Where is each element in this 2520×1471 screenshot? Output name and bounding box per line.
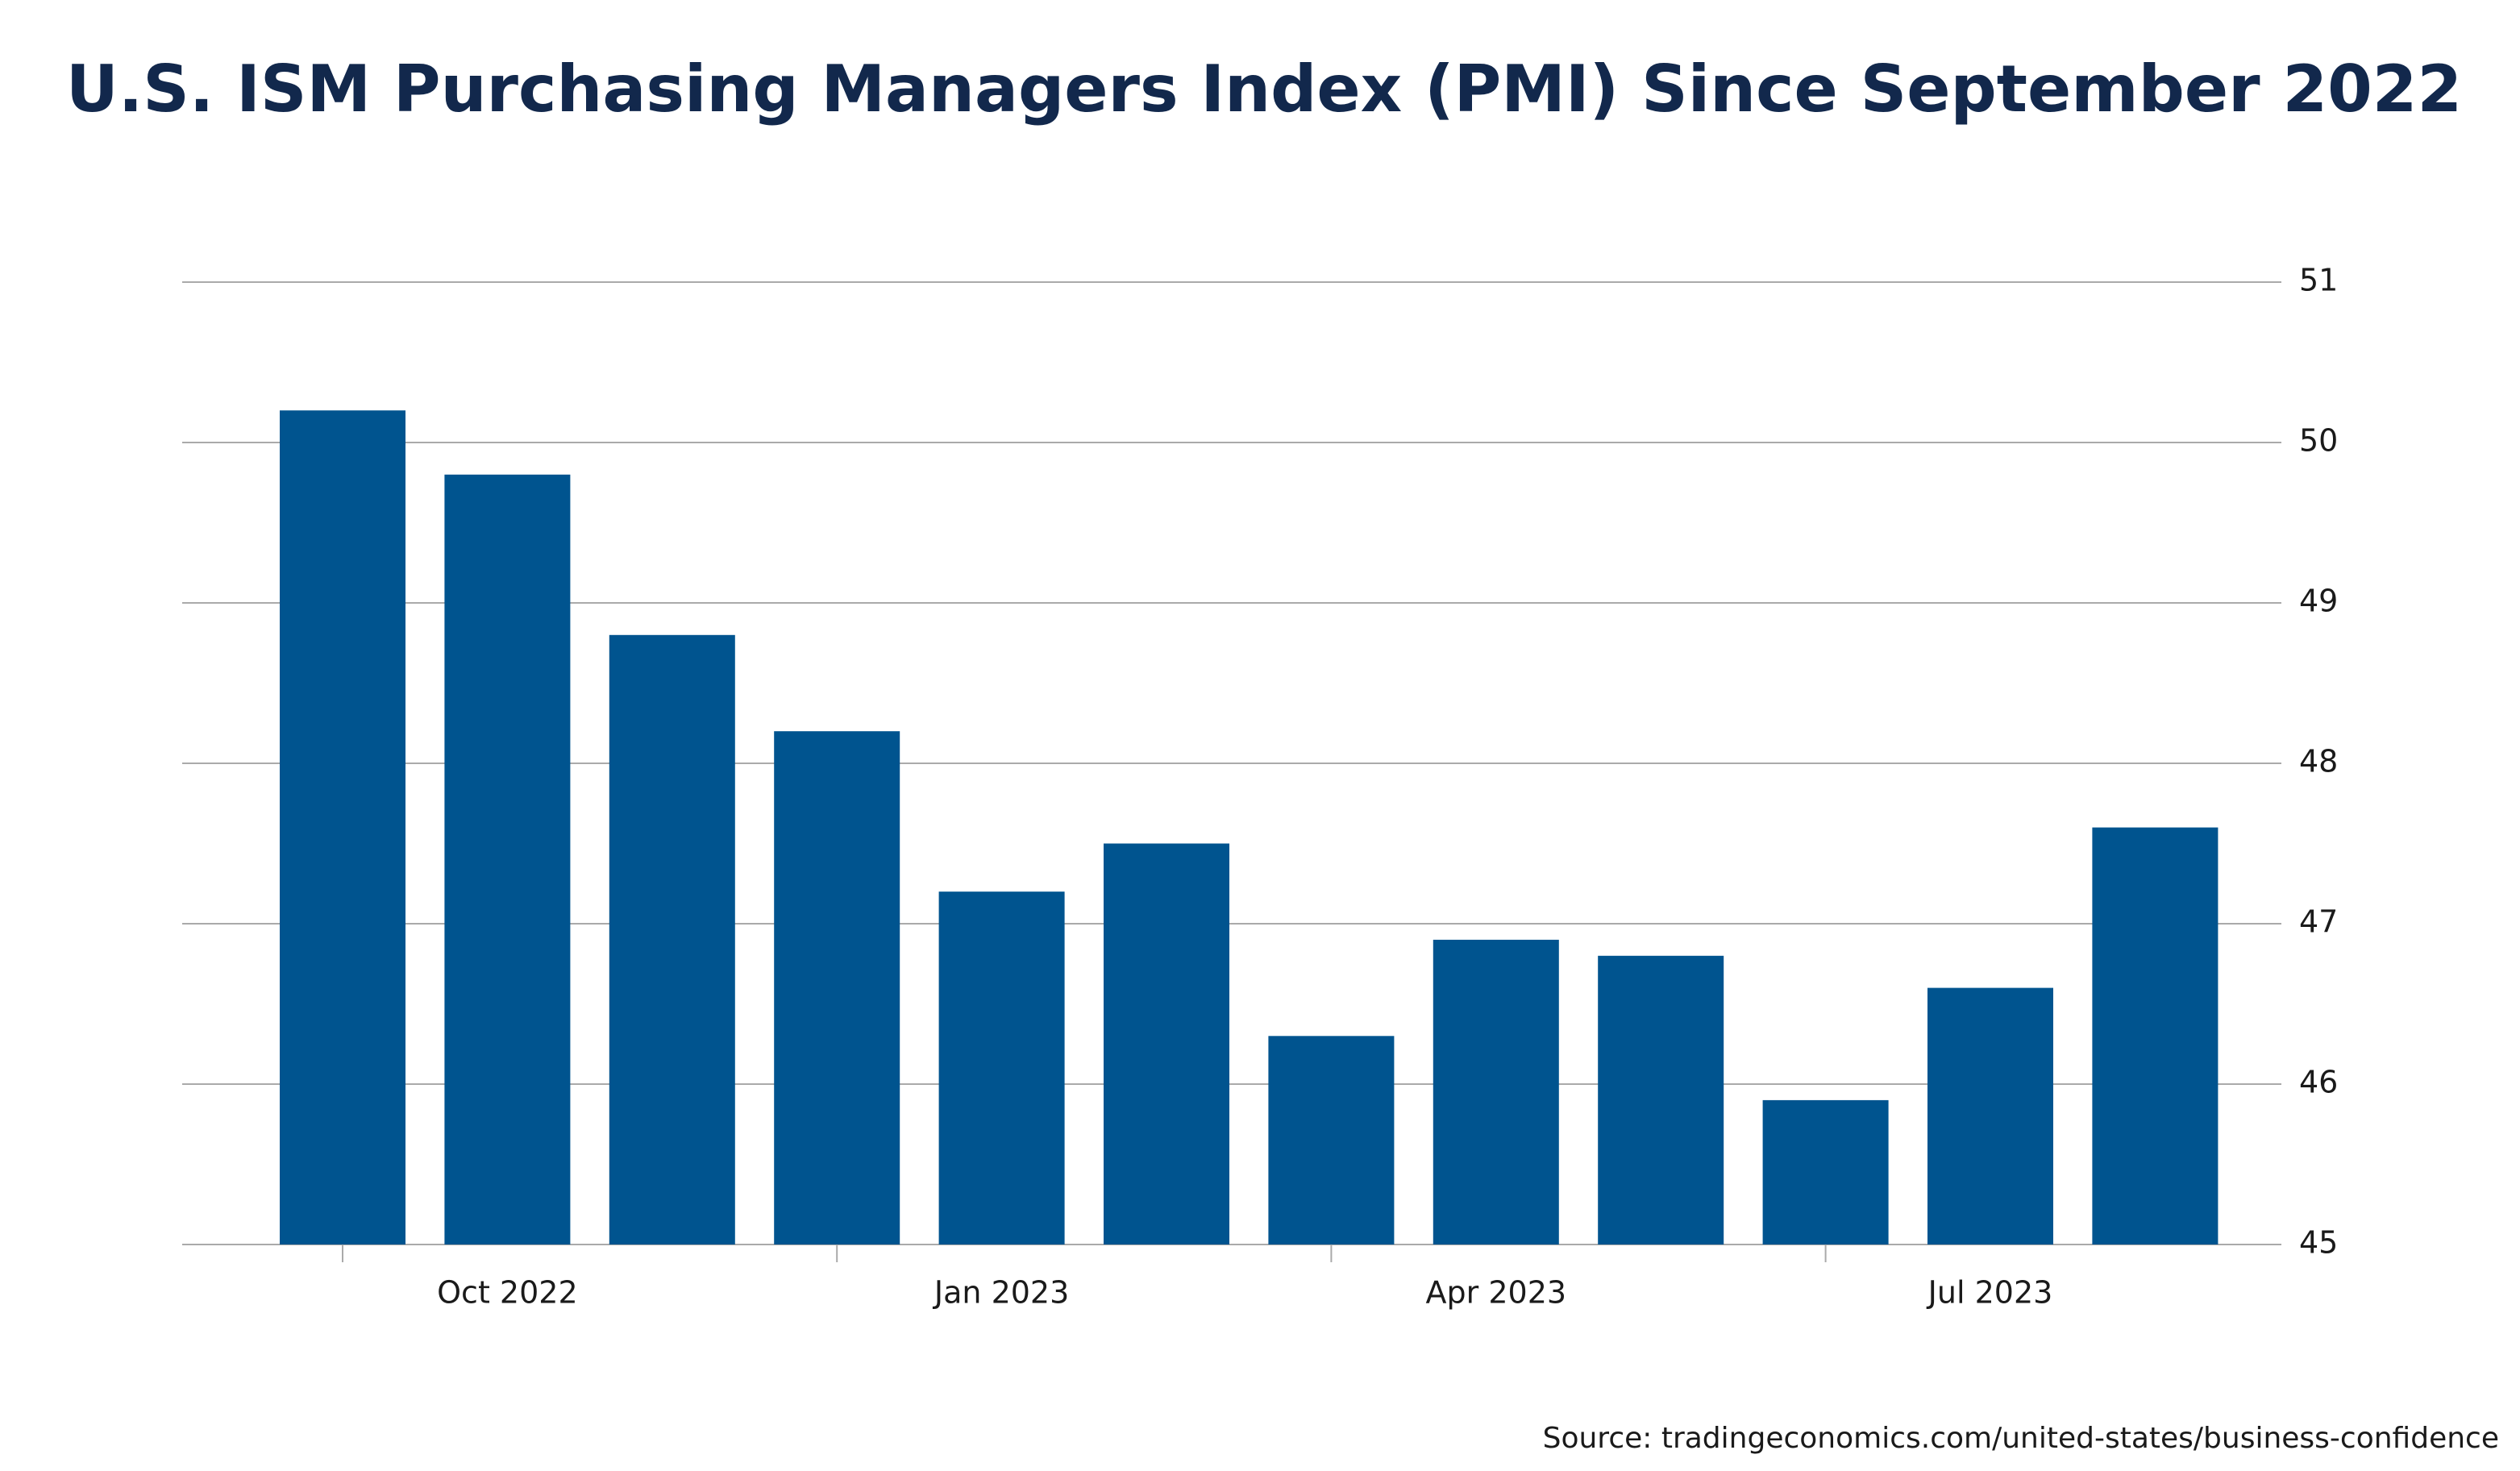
chart-title: U.S. ISM Purchasing Managers Index (PMI)… <box>66 52 2462 127</box>
x-tick-label: Jan 2023 <box>933 1275 1069 1311</box>
y-tick-label: 47 <box>2299 904 2338 940</box>
bar <box>1927 987 2053 1245</box>
y-tick-label: 50 <box>2299 423 2338 459</box>
bar <box>1104 843 1229 1245</box>
y-tick-label: 49 <box>2299 584 2338 619</box>
bar <box>1598 955 1724 1245</box>
x-tick-label: Oct 2022 <box>437 1275 578 1311</box>
bar <box>2092 827 2219 1245</box>
bar <box>1762 1099 1889 1245</box>
y-tick-label: 48 <box>2299 744 2338 779</box>
bar <box>938 891 1065 1245</box>
bar <box>609 634 735 1245</box>
source-note: Source: tradingeconomics.com/united-stat… <box>1543 1422 2499 1455</box>
x-tick-label: Apr 2023 <box>1426 1275 1567 1311</box>
bar <box>280 410 405 1245</box>
bar <box>1268 1036 1395 1245</box>
bar <box>1433 939 1559 1245</box>
y-tick-label: 51 <box>2299 263 2338 298</box>
y-tick-label: 45 <box>2299 1225 2338 1261</box>
bar <box>444 474 571 1245</box>
bar <box>774 731 900 1245</box>
x-tick-label: Jul 2023 <box>1927 1275 2053 1311</box>
y-tick-label: 46 <box>2299 1065 2338 1100</box>
